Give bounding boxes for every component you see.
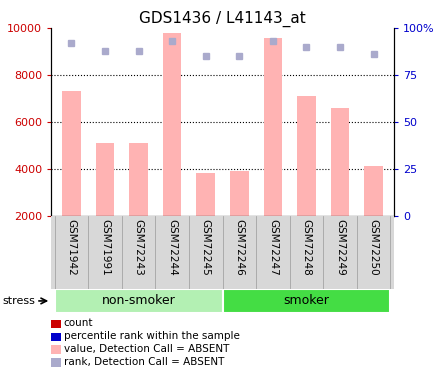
Text: non-smoker: non-smoker: [101, 294, 175, 307]
Text: rank, Detection Call = ABSENT: rank, Detection Call = ABSENT: [64, 357, 224, 367]
Text: GSM72250: GSM72250: [368, 219, 379, 275]
Bar: [129, 143, 148, 216]
Text: GSM72245: GSM72245: [201, 219, 210, 275]
Text: GSM72243: GSM72243: [134, 219, 144, 275]
Text: GDS1436 / L41143_at: GDS1436 / L41143_at: [139, 11, 306, 27]
Text: GSM72249: GSM72249: [335, 219, 345, 275]
Bar: [96, 143, 114, 216]
Bar: [163, 33, 182, 216]
Text: GSM72248: GSM72248: [301, 219, 312, 275]
Bar: [297, 96, 316, 216]
Text: percentile rank within the sample: percentile rank within the sample: [64, 331, 239, 341]
Bar: [62, 92, 81, 216]
Bar: [263, 38, 282, 216]
Text: GSM72247: GSM72247: [268, 219, 278, 275]
Bar: [55, 289, 222, 313]
Text: GSM71991: GSM71991: [100, 219, 110, 275]
Bar: [364, 166, 383, 216]
Text: value, Detection Call = ABSENT: value, Detection Call = ABSENT: [64, 344, 229, 354]
Bar: [222, 289, 390, 313]
Bar: [230, 171, 249, 216]
Text: GSM72244: GSM72244: [167, 219, 177, 275]
Bar: [196, 173, 215, 216]
Text: smoker: smoker: [283, 294, 329, 307]
Text: count: count: [64, 318, 93, 328]
Text: stress: stress: [2, 296, 35, 306]
Text: GSM71942: GSM71942: [66, 219, 77, 275]
Bar: [331, 108, 349, 216]
Text: GSM72246: GSM72246: [235, 219, 244, 275]
